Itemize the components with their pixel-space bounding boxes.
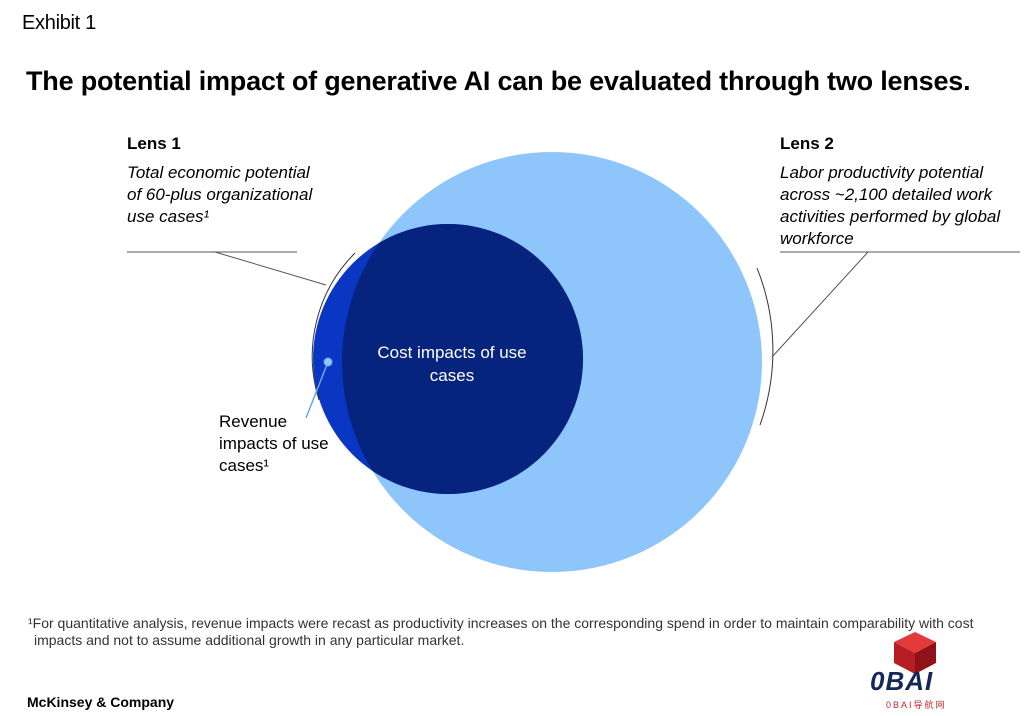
- lens1-leader-line: [214, 251, 327, 286]
- revenue-pointer-dot: [323, 357, 333, 367]
- brand-name: McKinsey & Company: [27, 694, 175, 710]
- lens2-leader-line: [771, 251, 869, 358]
- watermark-subtext: 0BAI导航网: [886, 700, 947, 710]
- lens1-description: Total economic potential of 60-plus orga…: [127, 163, 313, 226]
- revenue-pointer-line: [305, 361, 329, 419]
- revenue-impacts-label: Revenue impacts of use cases¹: [219, 412, 329, 475]
- lens2-heading: Lens 2: [780, 134, 834, 153]
- exhibit-label: Exhibit 1: [22, 12, 97, 34]
- lens2-description: Labor productivity potential across ~2,1…: [780, 163, 1001, 248]
- lens1-bracket: [311, 252, 356, 401]
- lens2-bracket: [756, 267, 774, 426]
- cost-impacts-label: Cost impacts of use cases: [377, 343, 527, 385]
- page-title: The potential impact of generative AI ca…: [26, 66, 971, 96]
- watermark-text: 0BAI: [870, 666, 934, 696]
- watermark-logo-icon: [894, 632, 936, 674]
- lens1-heading: Lens 1: [127, 134, 181, 153]
- footnote-line1: ¹For quantitative analysis, revenue impa…: [28, 615, 974, 631]
- footnote: ¹For quantitative analysis, revenue impa…: [28, 615, 1018, 649]
- overlap-region: [342, 224, 583, 494]
- footnote-line2: impacts and not to assume additional gro…: [34, 632, 465, 648]
